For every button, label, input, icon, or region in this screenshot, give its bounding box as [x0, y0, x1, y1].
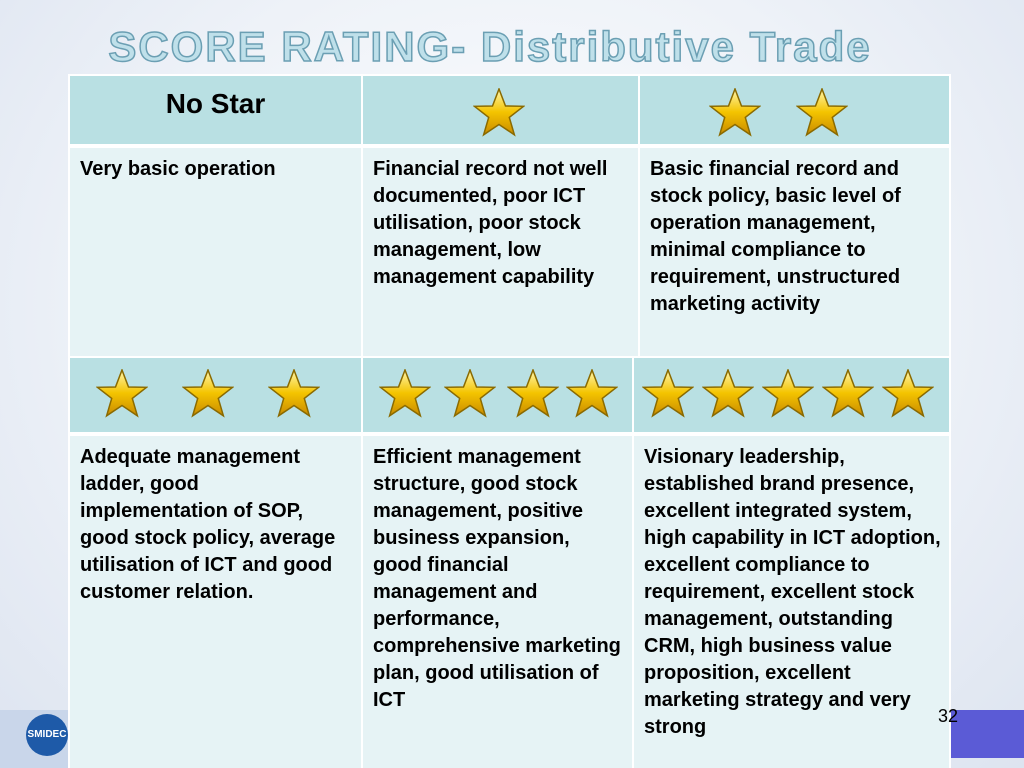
table-cell: Basic financial record and stock policy,… [638, 146, 951, 358]
table-cell: Very basic operation [68, 146, 363, 358]
table-cell: Visionary leadership, established brand … [632, 434, 951, 768]
corner-bar [950, 710, 1024, 758]
page-number: 32 [938, 706, 959, 726]
stars [96, 88, 934, 417]
table-cell: Efficient management structure, good sto… [361, 434, 634, 768]
header-cell: No Star [68, 74, 363, 146]
table-cell: Adequate management ladder, good impleme… [68, 434, 363, 768]
header-cell [638, 74, 951, 146]
logo: SMIDEC [26, 714, 68, 756]
